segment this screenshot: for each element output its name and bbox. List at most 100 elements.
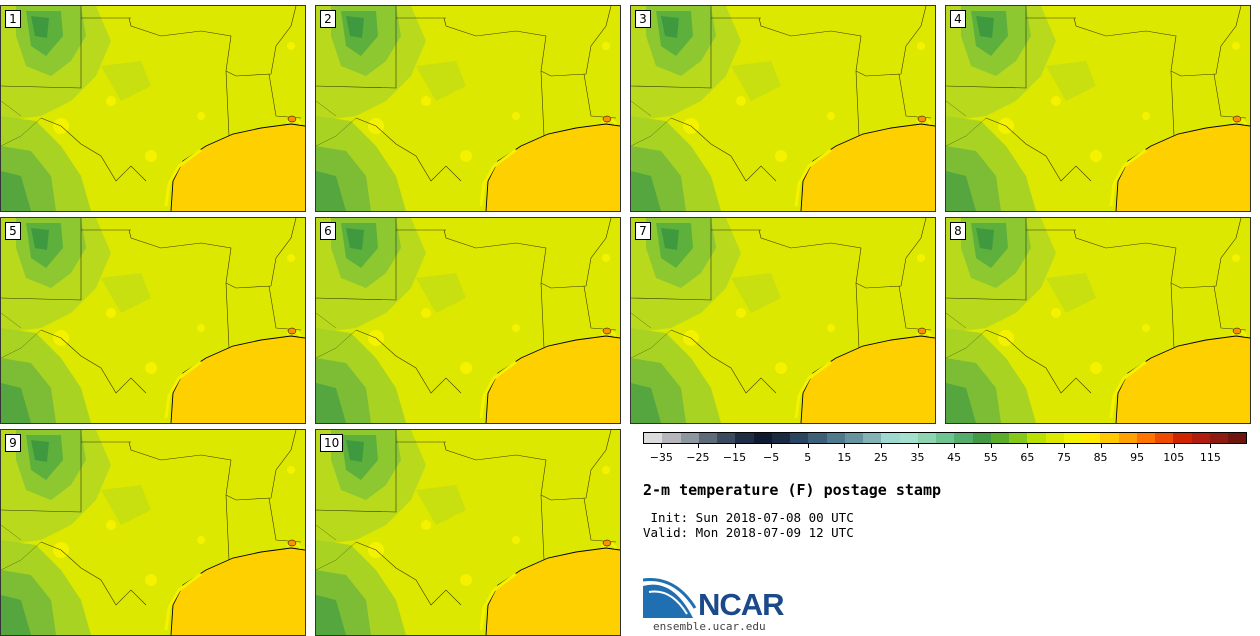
member-number-badge: 7 xyxy=(635,222,651,240)
colorbar-swatch xyxy=(1173,433,1192,443)
colorbar-tick-label: 105 xyxy=(1163,451,1185,464)
colorbar-swatch xyxy=(990,433,1009,443)
colorbar-swatch xyxy=(698,433,717,443)
colorbar-tick-label: 65 xyxy=(1020,451,1035,464)
colorbar-tick xyxy=(807,444,809,448)
colorbar-tick xyxy=(1063,444,1065,448)
temperature-map xyxy=(1,6,305,211)
ncar-logo-url: ensemble.ucar.edu xyxy=(653,620,766,633)
colorbar-swatch xyxy=(936,433,955,443)
ensemble-member-panel: 6 xyxy=(315,217,621,424)
temperature-map xyxy=(316,6,620,211)
ensemble-member-panel: 4 xyxy=(945,5,1251,212)
colorbar-tick xyxy=(880,444,882,448)
colorbar-swatch xyxy=(844,433,863,443)
colorbar-swatch xyxy=(1063,433,1082,443)
colorbar-tick xyxy=(1210,444,1212,448)
colorbar-tick-label: 5 xyxy=(804,451,812,464)
temperature-map xyxy=(316,218,620,423)
colorbar-swatch xyxy=(1155,433,1174,443)
colorbar-tick xyxy=(844,444,846,448)
colorbar-tick xyxy=(734,444,736,448)
ensemble-member-panel: 10 xyxy=(315,429,621,636)
colorbar-tick xyxy=(1137,444,1139,448)
ensemble-member-panel: 9 xyxy=(0,429,306,636)
colorbar-tick-label: 15 xyxy=(837,451,852,464)
member-number-badge: 10 xyxy=(320,434,344,452)
colorbar-swatch xyxy=(1228,433,1247,443)
ensemble-member-panel: 2 xyxy=(315,5,621,212)
temperature-map xyxy=(631,6,935,211)
colorbar-swatch xyxy=(972,433,991,443)
colorbar-swatch xyxy=(1118,433,1137,443)
colorbar-swatch xyxy=(1191,433,1210,443)
ensemble-member-panel: 8 xyxy=(945,217,1251,424)
colorbar-swatch xyxy=(1045,433,1064,443)
temperature-map xyxy=(631,218,935,423)
colorbar-tick xyxy=(1173,444,1175,448)
colorbar-swatch xyxy=(753,433,772,443)
colorbar-tick xyxy=(1027,444,1029,448)
colorbar-swatch xyxy=(680,433,699,443)
colorbar-swatch xyxy=(644,433,663,443)
colorbar-tick-label: −15 xyxy=(722,451,747,464)
colorbar-swatch xyxy=(717,433,736,443)
ensemble-member-panel: 7 xyxy=(630,217,936,424)
colorbar-swatch xyxy=(1209,433,1228,443)
colorbar-swatch xyxy=(863,433,882,443)
member-number-badge: 2 xyxy=(320,10,336,28)
colorbar-tick xyxy=(697,444,699,448)
colorbar-tick-label: 45 xyxy=(947,451,962,464)
member-number-badge: 5 xyxy=(5,222,21,240)
colorbar-tick-label: 95 xyxy=(1130,451,1145,464)
colorbar-swatch xyxy=(899,433,918,443)
temperature-map xyxy=(1,218,305,423)
colorbar-tick-label: 35 xyxy=(910,451,925,464)
colorbar-tick-label: 75 xyxy=(1056,451,1071,464)
colorbar-tick xyxy=(661,444,663,448)
colorbar-swatch xyxy=(1027,433,1046,443)
colorbar-tick-label: 85 xyxy=(1093,451,1108,464)
member-number-badge: 9 xyxy=(5,434,21,452)
colorbar-tick-label: −35 xyxy=(649,451,673,464)
colorbar-ticks: −35 −25 −15 −5 5 15 25 35 45 55 65 75 85 95 105 115 xyxy=(643,444,1247,466)
ensemble-member-panel: 1 xyxy=(0,5,306,212)
colorbar-tick-label: 25 xyxy=(873,451,888,464)
temperature-colorbar xyxy=(643,432,1247,444)
colorbar-tick-label: 115 xyxy=(1199,451,1221,464)
member-number-badge: 4 xyxy=(950,10,966,28)
temperature-map xyxy=(1,430,305,635)
member-number-badge: 3 xyxy=(635,10,651,28)
colorbar-tick xyxy=(954,444,956,448)
colorbar-tick-label: −25 xyxy=(686,451,710,464)
member-number-badge: 6 xyxy=(320,222,336,240)
colorbar-swatch xyxy=(808,433,827,443)
temperature-map xyxy=(946,6,1250,211)
temperature-map xyxy=(946,218,1250,423)
colorbar-swatch xyxy=(1136,433,1155,443)
colorbar-swatch xyxy=(662,433,681,443)
colorbar-swatch xyxy=(881,433,900,443)
colorbar-tick xyxy=(1100,444,1102,448)
colorbar-swatch xyxy=(1082,433,1101,443)
init-time: Init: Sun 2018-07-08 00 UTC xyxy=(643,510,854,525)
colorbar-swatch xyxy=(917,433,936,443)
colorbar-swatch xyxy=(790,433,809,443)
colorbar-tick xyxy=(917,444,919,448)
valid-time: Valid: Mon 2018-07-09 12 UTC xyxy=(643,525,854,540)
colorbar-swatch xyxy=(1009,433,1028,443)
ncar-logo-icon xyxy=(643,578,697,618)
ncar-logo-word: NCAR xyxy=(698,587,785,622)
colorbar-swatch xyxy=(826,433,845,443)
colorbar-tick xyxy=(990,444,992,448)
colorbar-swatch xyxy=(771,433,790,443)
member-number-badge: 8 xyxy=(950,222,966,240)
colorbar-tick-label: 55 xyxy=(983,451,998,464)
ensemble-member-panel: 5 xyxy=(0,217,306,424)
temperature-map xyxy=(316,430,620,635)
colorbar-tick xyxy=(771,444,773,448)
colorbar-tick-label: −5 xyxy=(763,451,780,464)
colorbar-swatch xyxy=(1100,433,1119,443)
plot-title: 2-m temperature (F) postage stamp xyxy=(643,481,942,499)
colorbar-swatch xyxy=(954,433,973,443)
